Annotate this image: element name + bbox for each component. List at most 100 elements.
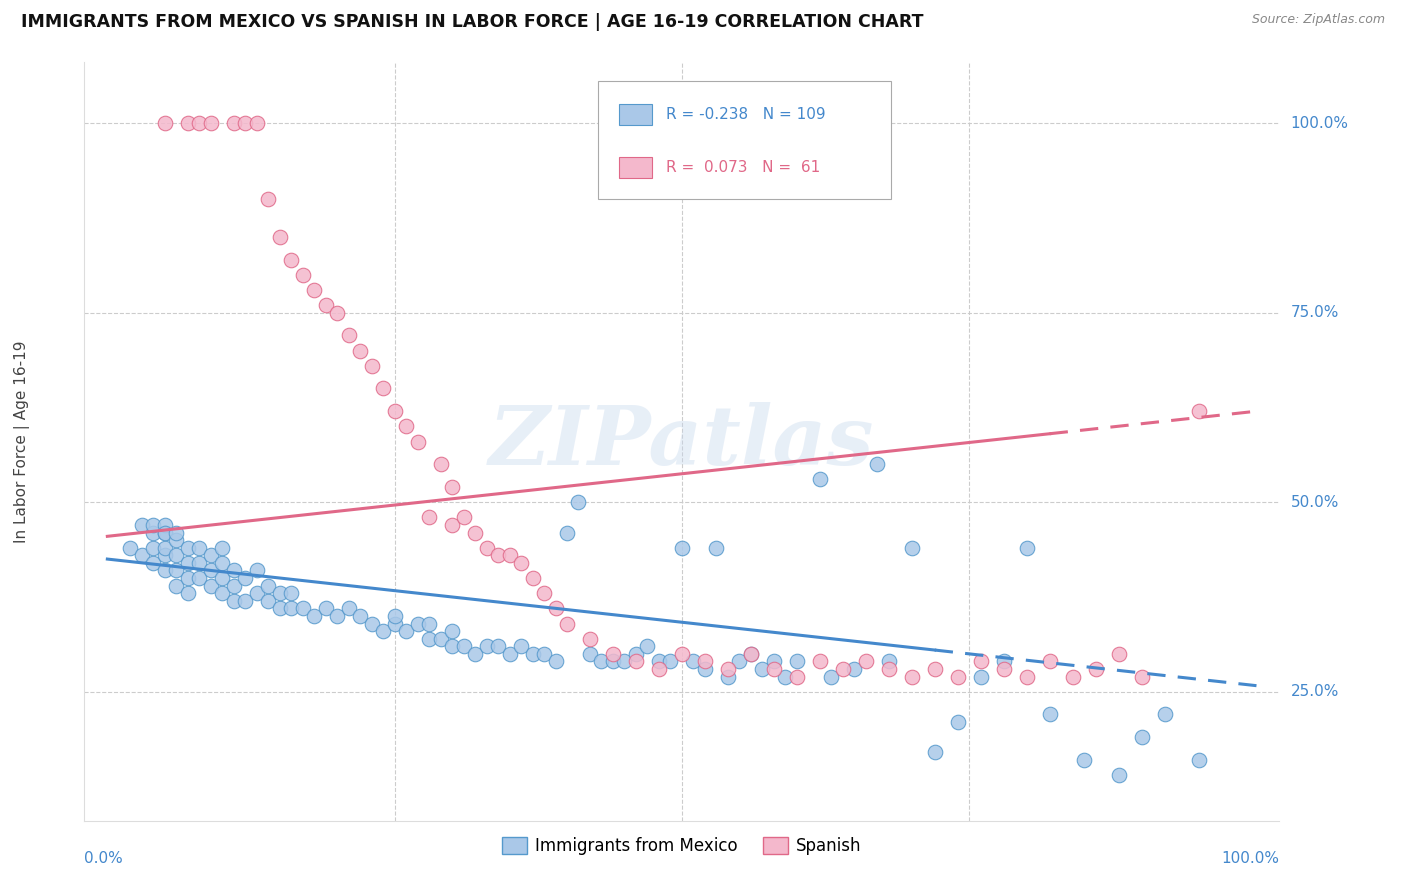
Point: [453, 639, 475, 653]
Point: [441, 639, 464, 653]
Point: [1039, 707, 1062, 722]
FancyBboxPatch shape: [619, 157, 652, 178]
Point: [1073, 753, 1095, 767]
Point: [591, 655, 613, 669]
Point: [498, 647, 520, 661]
Point: [522, 647, 544, 661]
Point: [970, 655, 993, 669]
Point: [464, 647, 486, 661]
Point: [831, 662, 853, 676]
Point: [648, 662, 671, 676]
Text: 50.0%: 50.0%: [1291, 495, 1339, 509]
Text: 25.0%: 25.0%: [1291, 684, 1339, 699]
Point: [165, 548, 187, 563]
Point: [717, 662, 740, 676]
Point: [786, 655, 808, 669]
Point: [1130, 730, 1153, 744]
Text: R =  0.073   N =  61: R = 0.073 N = 61: [666, 161, 821, 176]
Point: [269, 230, 291, 244]
Point: [384, 609, 406, 624]
Point: [877, 662, 900, 676]
Point: [740, 647, 762, 661]
Point: [395, 624, 418, 639]
Point: [269, 586, 291, 600]
Point: [579, 632, 602, 646]
Point: [153, 116, 176, 130]
Point: [337, 328, 360, 343]
Point: [751, 662, 773, 676]
Point: [222, 116, 245, 130]
Point: [131, 548, 153, 563]
Text: 75.0%: 75.0%: [1291, 305, 1339, 320]
Point: [269, 601, 291, 615]
Point: [200, 548, 222, 563]
Point: [153, 548, 176, 563]
Point: [602, 655, 624, 669]
Point: [315, 298, 337, 312]
Point: [233, 116, 256, 130]
Point: [246, 116, 269, 130]
Point: [406, 616, 429, 631]
Point: [1015, 669, 1038, 683]
Point: [384, 616, 406, 631]
Point: [808, 655, 831, 669]
Point: [120, 541, 142, 555]
Point: [659, 655, 682, 669]
Point: [1188, 404, 1211, 418]
Point: [257, 579, 280, 593]
Point: [613, 655, 636, 669]
Point: [1108, 647, 1130, 661]
Point: [693, 655, 716, 669]
Point: [993, 655, 1015, 669]
Point: [946, 715, 969, 730]
Point: [280, 601, 302, 615]
Point: [177, 571, 200, 585]
Point: [200, 116, 222, 130]
Point: [533, 586, 555, 600]
Point: [222, 594, 245, 608]
Point: [475, 541, 498, 555]
Point: [1188, 753, 1211, 767]
Point: [1084, 662, 1107, 676]
Point: [762, 655, 785, 669]
Point: [1153, 707, 1175, 722]
Point: [177, 541, 200, 555]
Point: [877, 655, 900, 669]
Point: [624, 655, 647, 669]
Point: [373, 624, 395, 639]
Point: [671, 647, 693, 661]
Point: [165, 525, 187, 540]
Point: [429, 457, 451, 471]
Point: [900, 541, 922, 555]
Point: [211, 586, 233, 600]
Point: [693, 662, 716, 676]
Point: [177, 116, 200, 130]
Point: [326, 609, 349, 624]
Point: [211, 556, 233, 570]
Point: [429, 632, 451, 646]
Point: [177, 556, 200, 570]
Point: [291, 601, 314, 615]
Point: [200, 564, 222, 578]
Point: [246, 564, 269, 578]
Point: [153, 517, 176, 532]
Point: [246, 586, 269, 600]
Point: [188, 116, 211, 130]
Point: [498, 548, 520, 563]
Point: [728, 655, 751, 669]
Point: [360, 359, 382, 373]
Point: [533, 647, 555, 661]
Point: [222, 579, 245, 593]
Point: [946, 669, 969, 683]
Point: [924, 746, 946, 760]
Text: ZIPatlas: ZIPatlas: [489, 401, 875, 482]
Point: [762, 662, 785, 676]
Point: [844, 662, 866, 676]
Point: [211, 541, 233, 555]
Point: [510, 556, 533, 570]
FancyBboxPatch shape: [599, 81, 891, 199]
Legend: Immigrants from Mexico, Spanish: Immigrants from Mexico, Spanish: [495, 830, 869, 862]
Point: [153, 525, 176, 540]
Point: [579, 647, 602, 661]
Point: [406, 434, 429, 449]
